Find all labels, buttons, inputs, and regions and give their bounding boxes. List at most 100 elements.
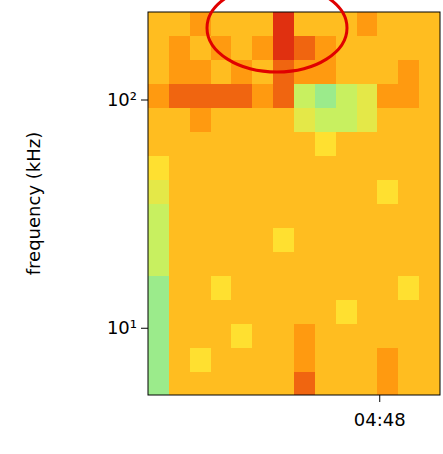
cell [294,371,315,395]
cell [315,371,336,395]
cell [211,204,232,228]
cell [336,84,357,109]
cell [294,251,315,275]
cell [231,299,252,324]
cell [377,371,398,395]
cell [148,299,169,324]
cell [211,323,232,347]
cell [377,323,398,347]
cell [336,227,357,252]
cell [169,299,190,324]
cell [190,132,211,157]
cell [419,156,440,181]
cell [190,371,211,395]
cell [336,299,357,324]
cell [315,299,336,324]
cell [169,347,190,372]
cell [398,84,419,109]
cell [294,60,315,85]
cell [231,132,252,157]
cell [252,84,273,109]
cell [398,347,419,372]
cell [357,227,378,252]
cell [148,323,169,347]
cell [398,180,419,205]
cell [336,251,357,275]
cell [377,84,398,109]
cell [336,180,357,205]
cell [231,84,252,109]
y-tick-label: 10² [107,89,137,110]
cell [357,251,378,275]
cell [357,347,378,372]
y-axis-title: frequency (kHz) [23,132,44,275]
cell [377,347,398,372]
cell [377,108,398,132]
cell [169,108,190,132]
cell [357,60,378,85]
cell [148,180,169,205]
cell [211,180,232,205]
cell [294,156,315,181]
cell [169,36,190,61]
cell [148,347,169,372]
cell [315,323,336,347]
cell [273,180,294,205]
cell [273,108,294,132]
cell [357,84,378,109]
cell [231,108,252,132]
cell [294,12,315,36]
cell [419,12,440,36]
cell [357,323,378,347]
cell [336,108,357,132]
cell [336,156,357,181]
cell [294,347,315,372]
cell [273,371,294,395]
cell [169,204,190,228]
cell [336,275,357,300]
cell [190,84,211,109]
cell [169,60,190,85]
cell [398,12,419,36]
cell [398,251,419,275]
cell [273,12,294,36]
cell [377,60,398,85]
cell [231,36,252,61]
cell [336,60,357,85]
cell [398,60,419,85]
cell [190,227,211,252]
cell [148,36,169,61]
cell [169,132,190,157]
highlight-circle [207,0,347,72]
cell [231,251,252,275]
cell [252,132,273,157]
cell [148,108,169,132]
cell [419,204,440,228]
cell [211,84,232,109]
cell [252,275,273,300]
cell [273,36,294,61]
cell [231,227,252,252]
cell [419,371,440,395]
cell [169,84,190,109]
cell [357,299,378,324]
cell [377,180,398,205]
cell [273,275,294,300]
chart: 10¹10²04:48frequency (kHz) [0,0,443,454]
cell [336,323,357,347]
cell [419,132,440,157]
cell [315,84,336,109]
cell [377,251,398,275]
cell [273,156,294,181]
cell [231,371,252,395]
cell [148,156,169,181]
cell [252,12,273,36]
cell [252,156,273,181]
cell [357,36,378,61]
cell [315,227,336,252]
x-tick-label: 04:48 [354,409,406,430]
cell [252,299,273,324]
cell [211,156,232,181]
x-tick [379,395,380,402]
cell [252,347,273,372]
